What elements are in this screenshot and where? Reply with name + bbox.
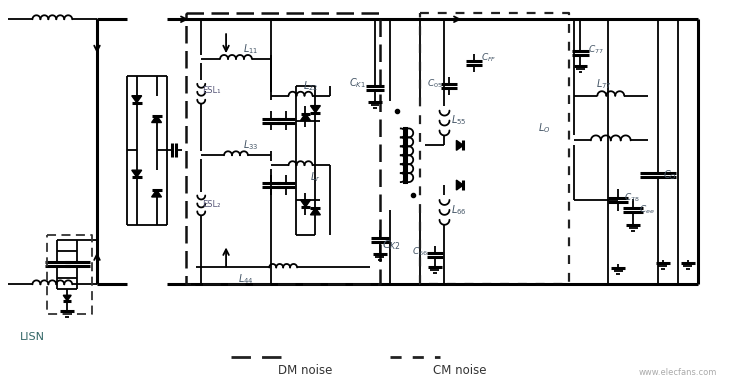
Text: $C_{K2}$: $C_{K2}$ xyxy=(382,238,401,252)
Text: $L_{44}$: $L_{44}$ xyxy=(238,273,254,286)
Text: $C_{78}$: $C_{78}$ xyxy=(624,192,640,204)
Text: $L_O$: $L_O$ xyxy=(538,122,550,135)
Polygon shape xyxy=(152,190,161,197)
Polygon shape xyxy=(311,208,320,215)
Text: $L_{11}$: $L_{11}$ xyxy=(244,42,258,56)
Text: $C_{ee}$: $C_{ee}$ xyxy=(639,204,655,216)
Text: $L_{33}$: $L_{33}$ xyxy=(243,139,258,152)
Polygon shape xyxy=(311,106,320,113)
Text: $C_{K1}$: $C_{K1}$ xyxy=(349,76,365,90)
Text: $C_{FF}$: $C_{FF}$ xyxy=(481,52,497,64)
Polygon shape xyxy=(300,200,311,207)
Text: $L_{77}$: $L_{77}$ xyxy=(595,77,611,91)
Text: $C_{05}$: $C_{05}$ xyxy=(427,78,442,90)
Text: ESL₁: ESL₁ xyxy=(202,86,220,95)
Polygon shape xyxy=(456,180,463,190)
Text: $L_r$: $L_r$ xyxy=(310,170,320,184)
Polygon shape xyxy=(456,141,463,150)
Polygon shape xyxy=(63,295,71,301)
Text: $C_O$: $C_O$ xyxy=(663,168,677,182)
Text: www.elecfans.com: www.elecfans.com xyxy=(639,368,718,377)
Text: $L_{22}$: $L_{22}$ xyxy=(303,79,318,93)
Text: DM noise: DM noise xyxy=(279,364,332,377)
Polygon shape xyxy=(131,96,142,103)
Polygon shape xyxy=(131,170,142,177)
Text: $L_{66}$: $L_{66}$ xyxy=(450,203,466,217)
Polygon shape xyxy=(152,115,161,122)
Text: LISN: LISN xyxy=(19,332,45,342)
Text: $L_{55}$: $L_{55}$ xyxy=(450,113,466,127)
Text: ESL₂: ESL₂ xyxy=(202,200,220,210)
Polygon shape xyxy=(300,113,311,120)
Text: CM noise: CM noise xyxy=(433,364,486,377)
Text: $C_{66}$: $C_{66}$ xyxy=(412,245,428,258)
Text: $C_{77}$: $C_{77}$ xyxy=(588,44,604,56)
